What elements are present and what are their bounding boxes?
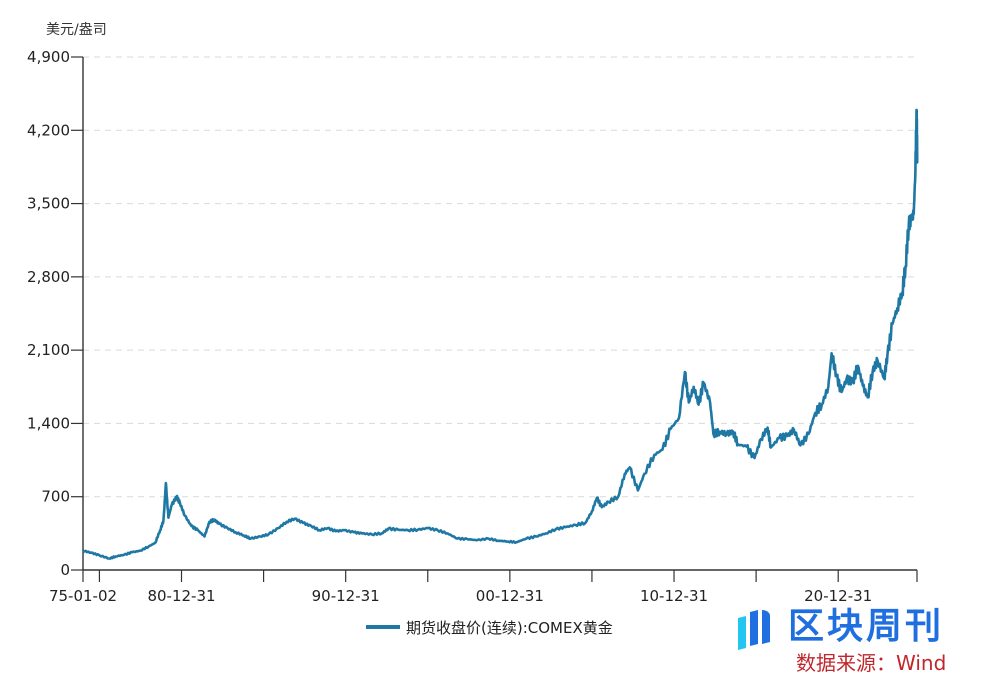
x-tick-label: 00-12-31 — [476, 587, 544, 605]
y-tick-label: 2,800 — [27, 268, 70, 286]
data-source: 数据来源：Wind — [796, 651, 947, 675]
y-axis: 0 700 1,400 2,100 2,800 3,500 4,200 4,900 — [27, 48, 84, 579]
y-tick-label: 2,100 — [27, 341, 70, 359]
y-tick-label: 1,400 — [27, 414, 70, 432]
gold-price-series-line — [82, 108, 919, 560]
x-tick-label: 75-01-02 — [49, 587, 117, 605]
legend[interactable]: 期货收盘价(连续):COMEX黄金 — [366, 619, 613, 637]
y-tick-label: 3,500 — [27, 195, 70, 213]
legend-label: 期货收盘价(连续):COMEX黄金 — [406, 619, 613, 637]
y-tick-label: 4,900 — [27, 48, 70, 66]
y-tick-label: 700 — [41, 488, 70, 506]
x-tick-label: 20-12-31 — [804, 587, 872, 605]
y-gridlines — [83, 56, 917, 498]
x-tick-label: 80-12-31 — [147, 587, 215, 605]
y-tick-label: 0 — [60, 561, 70, 579]
x-axis: 75-01-02 80-12-31 90-12-31 00-12-31 10-12-31… — [49, 569, 918, 605]
brand-logo-icon — [738, 610, 770, 650]
x-tick-label: 90-12-31 — [312, 587, 380, 605]
brand-name: 区块周刊 — [788, 606, 945, 647]
y-tick-label: 4,200 — [27, 121, 70, 139]
watermark: 区块周刊 数据来源：Wind — [736, 606, 976, 686]
x-tick-label: 10-12-31 — [640, 587, 708, 605]
y-axis-unit-label: 美元/盎司 — [46, 22, 107, 38]
